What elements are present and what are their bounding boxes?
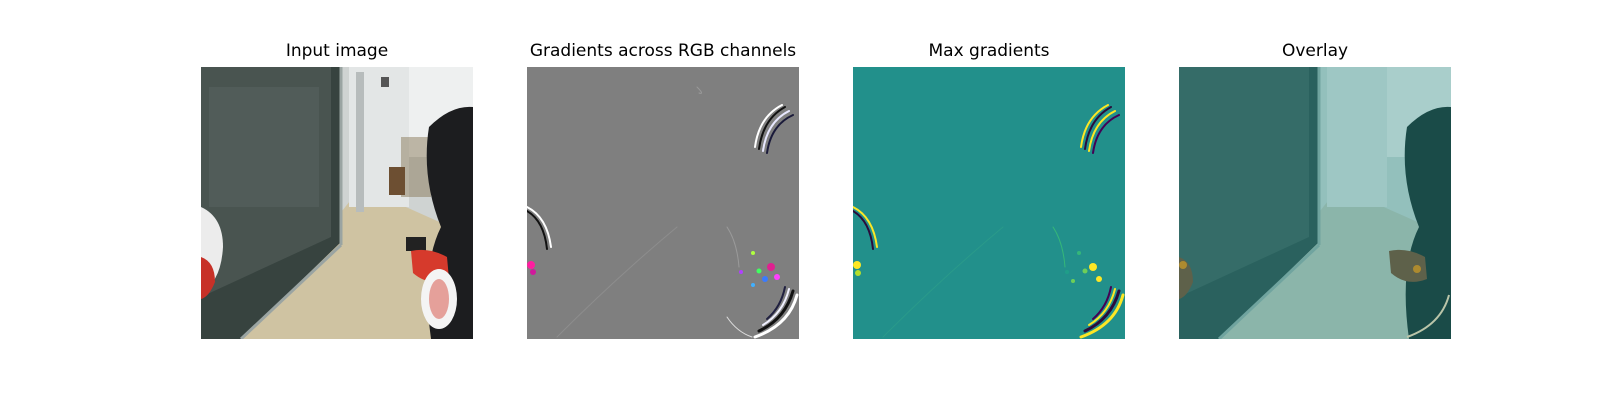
panel-gradients-rgb: Gradients across RGB channels xyxy=(527,0,799,400)
panel-overlay: Overlay xyxy=(1179,0,1451,400)
panel-title-gradients-rgb: Gradients across RGB channels xyxy=(529,41,797,61)
panel-title-max-gradients: Max gradients xyxy=(928,41,1050,61)
panel-title-overlay: Overlay xyxy=(1281,41,1349,61)
input-image xyxy=(201,67,473,339)
gradients-rgb-image xyxy=(527,67,799,339)
panel-max-gradients: Max gradients xyxy=(853,0,1125,400)
panel-input-image: Input image xyxy=(201,0,473,400)
overlay-image xyxy=(1179,67,1451,339)
panel-title-input-image: Input image xyxy=(285,41,389,61)
max-gradients-image xyxy=(853,67,1125,339)
